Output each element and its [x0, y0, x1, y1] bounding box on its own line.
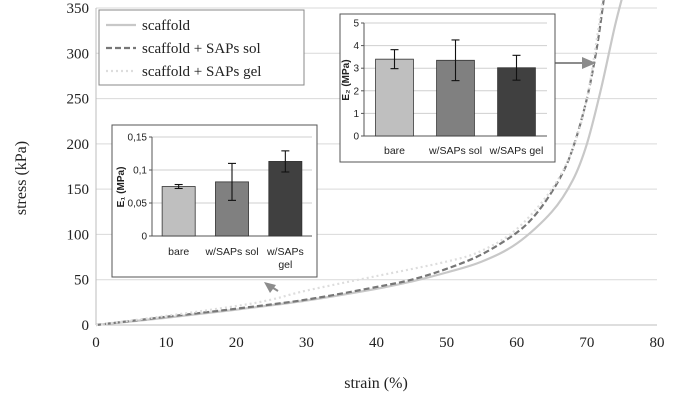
series-line-1 [95, 0, 623, 327]
y-tick-label: 100 [67, 227, 90, 243]
inset-y-tick-label: 4 [353, 41, 359, 52]
x-tick-label: 30 [299, 335, 314, 351]
inset-y-tick-label: 0 [141, 232, 147, 243]
x-tick-label: 70 [579, 335, 594, 351]
arrow-to-inset-e1 [264, 282, 279, 293]
arrow-to-inset-e2 [555, 57, 596, 69]
category-label: w/SAPs sol [428, 145, 482, 157]
inset-y-tick-label: 2 [353, 86, 359, 97]
inset-y-axis-label: E₂ (MPa) [341, 59, 352, 100]
series-line-3 [95, 0, 604, 327]
legend-label: scaffold [142, 18, 191, 34]
inset-y-axis-label: E₁ (MPa) [116, 167, 127, 208]
category-label: w/SAPs [266, 246, 304, 258]
bar [268, 161, 303, 237]
y-axis-label: stress (kPa) [13, 141, 30, 215]
y-tick-label: 200 [67, 137, 90, 153]
y-tick-label: 250 [67, 92, 90, 108]
legend-label: scaffold + SAPs gel [142, 64, 261, 80]
y-tick-label: 150 [67, 182, 90, 198]
x-tick-label: 20 [229, 335, 244, 351]
inset-y-tick-label: 0 [353, 132, 359, 143]
category-label: w/SAPs gel [489, 145, 544, 157]
category-label: gel [278, 259, 292, 271]
category-label: bare [168, 246, 189, 258]
category-label: bare [384, 145, 405, 157]
y-tick-label: 0 [82, 318, 90, 334]
inset-y-tick-label: 5 [353, 19, 359, 30]
legend-label: scaffold + SAPs sol [142, 41, 261, 57]
x-tick-label: 60 [509, 335, 524, 351]
inset-e2-bar-chart: 0 1 2 3 4 5 bare w/SAPs sol w/SAPs gel E₂ (MPa) [339, 13, 556, 163]
inset-y-tick-label: 1 [353, 109, 359, 120]
bar [375, 58, 414, 137]
x-tick-label: 40 [369, 335, 384, 351]
y-tick-label: 300 [67, 46, 90, 62]
x-tick-label: 50 [439, 335, 454, 351]
bar [161, 186, 196, 237]
y-tick-label: 350 [67, 1, 90, 17]
legend: scaffold scaffold + SAPs sol scaffold + SA… [98, 9, 305, 86]
inset-y-tick-label: 0,15 [128, 133, 148, 144]
x-tick-label: 0 [92, 335, 100, 351]
x-axis-label: strain (%) [344, 375, 408, 392]
inset-y-tick-label: 0,05 [128, 199, 148, 210]
x-tick-label: 10 [159, 335, 174, 351]
category-label: w/SAPs sol [204, 246, 258, 258]
x-tick-label: 80 [650, 335, 665, 351]
inset-y-tick-label: 3 [353, 64, 359, 75]
inset-y-tick-label: 0,1 [133, 166, 147, 177]
y-tick-label: 50 [74, 273, 89, 289]
